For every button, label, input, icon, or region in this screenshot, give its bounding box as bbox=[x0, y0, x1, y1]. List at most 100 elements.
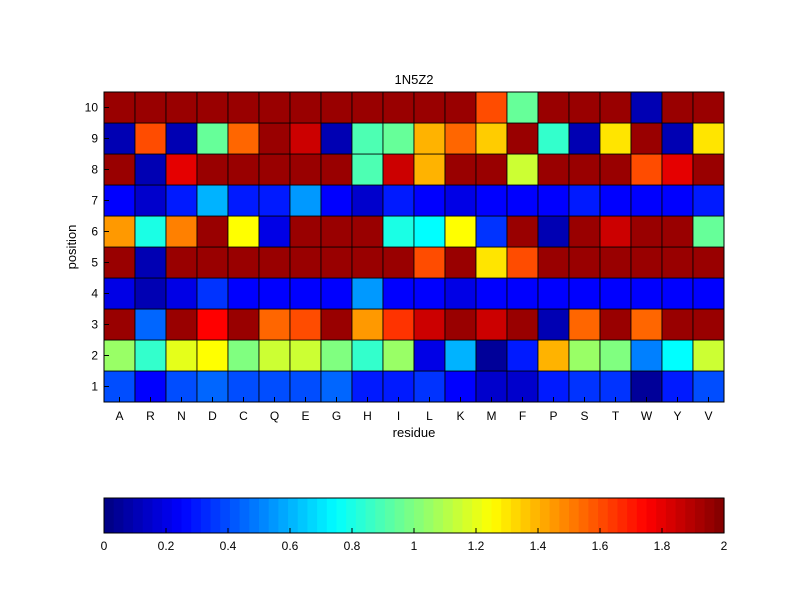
colorbar-segment bbox=[501, 498, 512, 533]
heatmap-cell bbox=[692, 370, 725, 403]
colorbar-segment bbox=[578, 498, 589, 533]
colorbar-segment bbox=[598, 498, 609, 533]
heatmap-cell bbox=[630, 277, 663, 310]
heatmap-cell bbox=[506, 184, 539, 217]
heatmap-cell bbox=[351, 153, 384, 186]
plot-frame bbox=[103, 91, 725, 403]
heatmap-cell bbox=[506, 339, 539, 372]
colorbar-segment bbox=[142, 498, 154, 533]
heatmap-cell bbox=[692, 91, 725, 124]
colorbar-segment bbox=[133, 498, 144, 533]
colorbar-segment bbox=[200, 498, 212, 533]
heatmap-cell bbox=[289, 215, 322, 248]
heatmap-cell bbox=[382, 308, 415, 341]
heatmap-cell bbox=[444, 122, 477, 155]
heatmap-cell bbox=[661, 184, 694, 217]
heatmap-cell bbox=[382, 339, 415, 372]
heatmap-cell bbox=[320, 370, 353, 403]
heatmap-cell bbox=[134, 153, 167, 186]
heatmap-cell bbox=[568, 91, 601, 124]
colorbar-segment bbox=[162, 498, 173, 533]
colorbar-segment bbox=[191, 498, 202, 533]
heatmap-cell bbox=[475, 215, 508, 248]
heatmap-cell bbox=[630, 91, 663, 124]
heatmap-cell bbox=[258, 246, 291, 279]
colorbar-segment bbox=[481, 498, 493, 533]
heatmap-cell bbox=[630, 370, 663, 403]
heatmap-cell bbox=[661, 91, 694, 124]
y-tick-label: 4 bbox=[91, 287, 98, 301]
heatmap-cell bbox=[196, 308, 229, 341]
heatmap-cell bbox=[289, 91, 322, 124]
heatmap-cell bbox=[413, 277, 446, 310]
x-tick-label: A bbox=[115, 409, 123, 423]
colorbar-tick-label: 0.8 bbox=[344, 539, 361, 553]
colorbar-tick-label: 1.4 bbox=[530, 539, 547, 553]
heatmap-cell bbox=[227, 153, 260, 186]
heatmap-cell bbox=[320, 277, 353, 310]
colorbar-segment bbox=[627, 498, 638, 533]
heatmap-cell bbox=[382, 277, 415, 310]
x-tick-label: V bbox=[704, 409, 712, 423]
heatmap-cell bbox=[599, 122, 632, 155]
colorbar-segment bbox=[472, 498, 483, 533]
colorbar-tick-label: 1.6 bbox=[592, 539, 609, 553]
heatmap-cell bbox=[630, 339, 663, 372]
heatmap-cell bbox=[320, 153, 353, 186]
heatmap-cell bbox=[134, 277, 167, 310]
heatmap-cell bbox=[289, 122, 322, 155]
x-tick-label: W bbox=[641, 409, 653, 423]
heatmap-cell bbox=[382, 153, 415, 186]
colorbar-segment bbox=[462, 498, 473, 533]
heatmap-cell bbox=[568, 153, 601, 186]
colorbar-segment bbox=[181, 498, 192, 533]
heatmap-cell bbox=[227, 215, 260, 248]
heatmap-cell bbox=[165, 246, 198, 279]
colorbar-segment bbox=[607, 498, 619, 533]
heatmap-cell bbox=[692, 277, 725, 310]
y-axis-label: position bbox=[64, 225, 79, 270]
heatmap-cell bbox=[413, 153, 446, 186]
chart-title: 1N5Z2 bbox=[394, 72, 433, 87]
heatmap-cell bbox=[506, 246, 539, 279]
heatmap-cell bbox=[599, 215, 632, 248]
heatmap-cell bbox=[227, 246, 260, 279]
heatmap-cell bbox=[475, 308, 508, 341]
colorbar-segment bbox=[307, 498, 318, 533]
heatmap-cell bbox=[630, 184, 663, 217]
heatmap-cell bbox=[568, 122, 601, 155]
heatmap-cell bbox=[661, 246, 694, 279]
heatmap-cell bbox=[351, 122, 384, 155]
colorbar-segment bbox=[104, 498, 115, 533]
heatmap-cell bbox=[444, 184, 477, 217]
colorbar-tick-label: 2 bbox=[721, 539, 728, 553]
heatmap-cell bbox=[537, 215, 570, 248]
colorbar-segment bbox=[346, 498, 357, 533]
heatmap-cell bbox=[630, 153, 663, 186]
heatmap-cell bbox=[444, 370, 477, 403]
colorbar-segment bbox=[229, 498, 241, 533]
heatmap-cell bbox=[630, 308, 663, 341]
heatmap-cell bbox=[134, 91, 167, 124]
heatmap-cell bbox=[289, 308, 322, 341]
y-tick-label: 8 bbox=[91, 163, 98, 177]
heatmap-cell bbox=[165, 153, 198, 186]
heatmap-cell bbox=[258, 153, 291, 186]
colorbar-segment bbox=[394, 498, 405, 533]
heatmap-cell bbox=[413, 91, 446, 124]
heatmap-cell bbox=[320, 339, 353, 372]
heatmap-cell bbox=[320, 91, 353, 124]
heatmap-cell bbox=[103, 122, 136, 155]
heatmap-cell bbox=[134, 339, 167, 372]
colorbar-segment bbox=[569, 498, 580, 533]
colorbar-segment bbox=[452, 498, 464, 533]
heatmap-cell bbox=[537, 91, 570, 124]
heatmap-cell bbox=[351, 339, 384, 372]
heatmap-cell bbox=[568, 184, 601, 217]
heatmap-cell bbox=[258, 122, 291, 155]
heatmap-cell bbox=[227, 91, 260, 124]
heatmap-cell bbox=[692, 122, 725, 155]
heatmap-cell bbox=[134, 246, 167, 279]
x-tick-label: F bbox=[519, 409, 526, 423]
